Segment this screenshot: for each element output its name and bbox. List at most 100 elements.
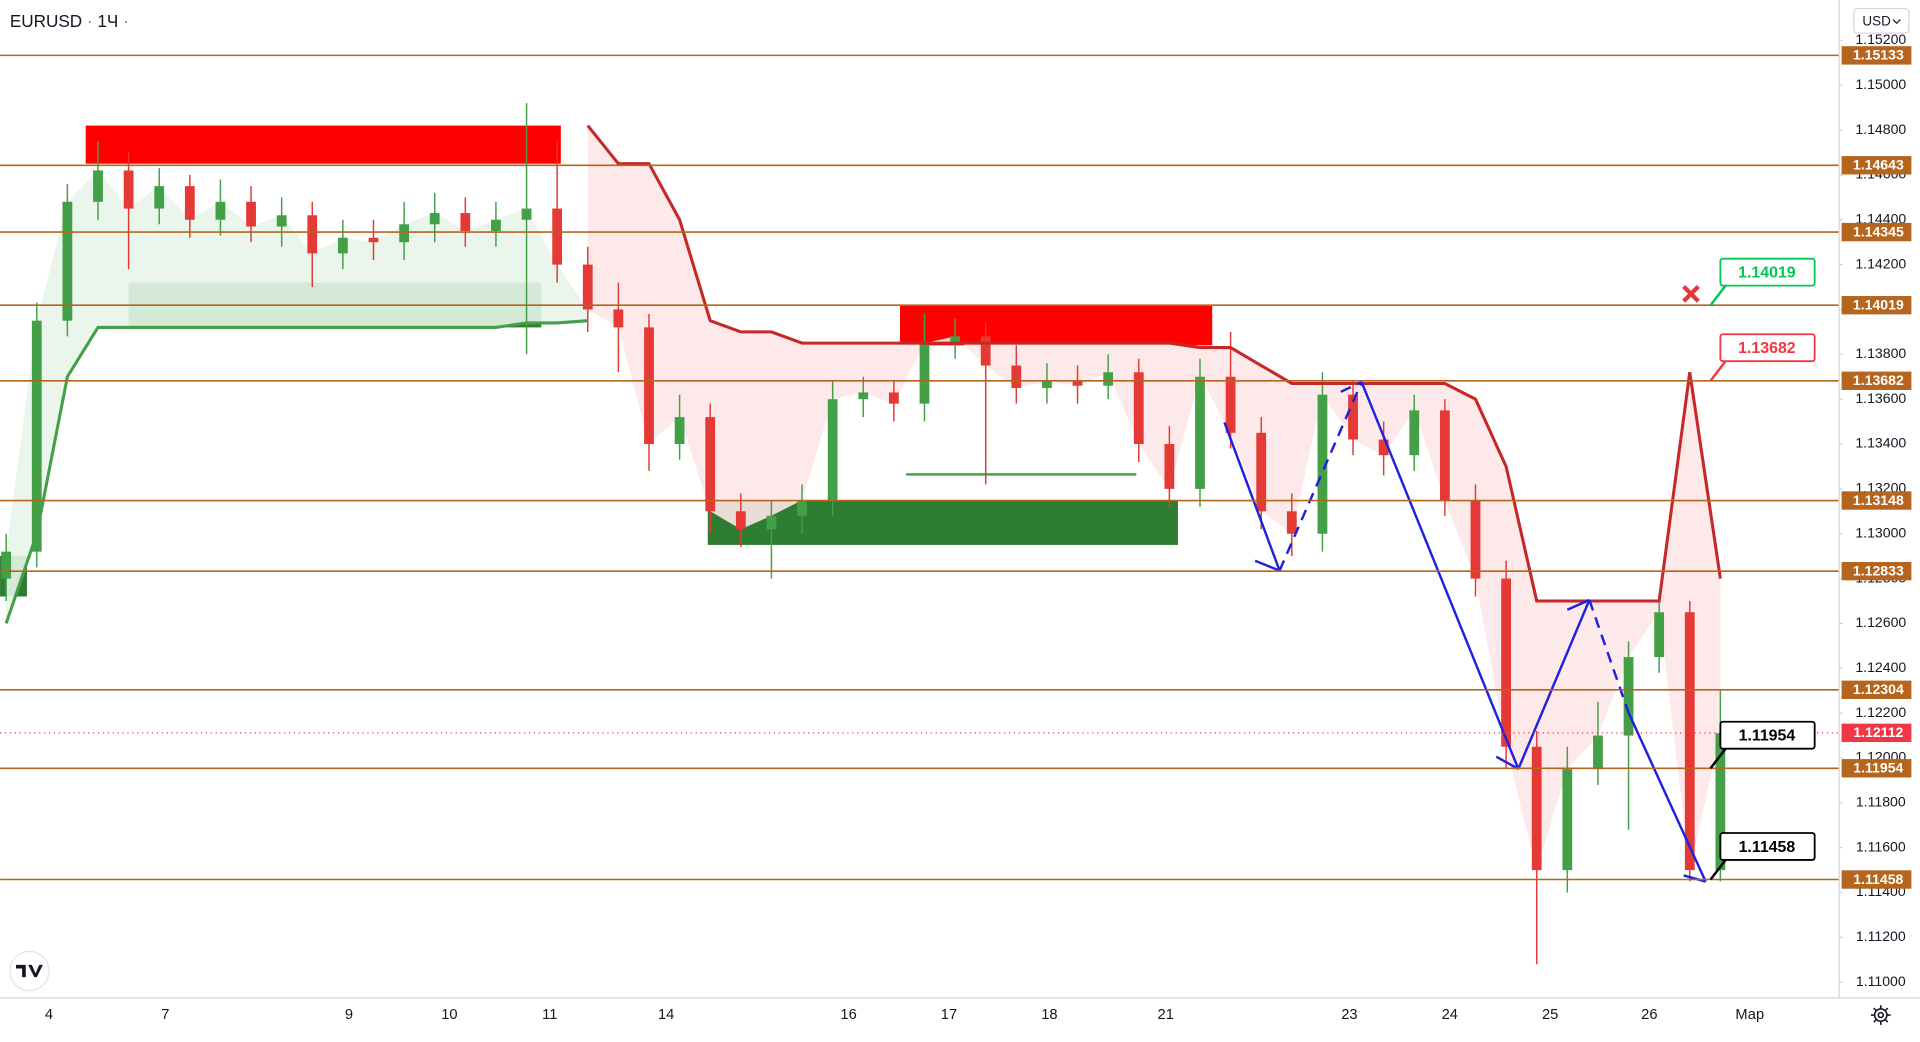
candle-body <box>276 215 287 227</box>
zone <box>85 125 561 164</box>
x-tick-label: 16 <box>840 1007 856 1023</box>
candle-body <box>1562 769 1573 871</box>
candle-body <box>613 309 624 328</box>
wave-lines <box>1223 380 1707 883</box>
settings-gear-hub[interactable] <box>1877 1011 1885 1019</box>
y-tick-label: 1.14800 <box>1855 121 1906 137</box>
y-tick-label: 1.12200 <box>1855 704 1906 720</box>
symbol-header: EURUSD · 1Ч · <box>10 11 129 31</box>
y-tick-label: 1.13400 <box>1855 435 1906 451</box>
x-tick-label: 17 <box>941 1007 957 1023</box>
callout-box <box>1719 832 1816 861</box>
currency[interactable]: USD <box>1862 14 1891 29</box>
y-tick-label: 1.13600 <box>1855 390 1906 406</box>
level-badge <box>1841 759 1912 778</box>
trend-fill <box>6 170 588 624</box>
candle-body <box>858 392 869 400</box>
wave-line <box>1588 599 1630 714</box>
level-badge <box>1841 680 1912 699</box>
y-tick-label: 1.12400 <box>1855 659 1906 675</box>
candle-body <box>521 208 532 220</box>
candle-body <box>1256 432 1267 512</box>
wave-line <box>1278 381 1363 572</box>
callout-box <box>1719 720 1816 750</box>
candle-body <box>1501 578 1511 747</box>
callout-box <box>1719 333 1816 363</box>
y-tick-label: 1.12600 <box>1855 614 1906 630</box>
trend-fill <box>587 125 1721 871</box>
x-tick-label: 26 <box>1641 1007 1657 1023</box>
candle-body <box>1439 410 1450 501</box>
candle-body <box>307 215 318 254</box>
level-label: 1.11954 <box>1853 760 1903 776</box>
level-label: 1.14643 <box>1853 157 1904 173</box>
y-tick-label: 1.15000 <box>1855 76 1906 92</box>
y-tick-label: 1.11600 <box>1856 838 1906 854</box>
candle-body <box>1684 612 1695 871</box>
candle-body <box>797 500 807 516</box>
last-price-label: 1.12112 <box>1853 724 1903 740</box>
candle-body <box>123 170 134 209</box>
tv-logo-mark[interactable] <box>15 964 43 978</box>
tv-logo[interactable] <box>9 950 50 992</box>
level-label: 1.15133 <box>1853 47 1904 63</box>
wave-line <box>1517 599 1591 770</box>
level-label: 1.11458 <box>1853 871 1903 887</box>
x-tick-label: 9 <box>345 1007 353 1023</box>
candle-body <box>62 201 73 321</box>
y-tick-label: 1.13800 <box>1855 345 1906 361</box>
candle-body <box>1225 376 1236 433</box>
level-badge <box>1841 222 1912 242</box>
wave-line <box>1254 559 1281 572</box>
candle-body <box>337 237 348 254</box>
wave-line <box>1627 712 1707 883</box>
x-tick-label: 23 <box>1341 1007 1357 1023</box>
candle-body <box>1164 444 1175 489</box>
callout-label: 1.11458 <box>1739 839 1796 856</box>
time-axis <box>0 997 1920 1042</box>
y-tick-label: 1.15200 <box>1855 31 1906 47</box>
currency-button[interactable] <box>1853 7 1910 34</box>
settings-button[interactable] <box>1870 1005 1891 1025</box>
candle-body <box>215 201 226 220</box>
callout-label: 1.13682 <box>1738 340 1796 357</box>
x-tick-label: 18 <box>1041 1007 1057 1023</box>
y-tick-label: 1.13000 <box>1855 524 1906 540</box>
candle-body <box>1072 381 1083 386</box>
candle-body <box>491 219 501 231</box>
level-badge <box>1841 156 1912 175</box>
candle-body <box>399 224 410 243</box>
y-tick-label: 1.14400 <box>1855 210 1906 226</box>
candle-body <box>1133 372 1144 445</box>
supertrend-line <box>4 319 588 624</box>
candle-body <box>735 511 746 530</box>
candle-body <box>1593 735 1603 770</box>
candle-body <box>154 186 165 209</box>
x-tick-label: 7 <box>161 1007 169 1023</box>
overlay: 1.14019 1.13682 1.11954 1.11458 <box>0 54 1840 881</box>
callout-pointer <box>1709 283 1728 306</box>
settings-gear-teeth[interactable] <box>1870 1005 1891 1025</box>
candle-body <box>1286 511 1297 534</box>
x-tick-label: 14 <box>658 1007 674 1023</box>
callout-pointer <box>1709 359 1728 382</box>
wave-line <box>1683 874 1707 883</box>
candle-body <box>429 213 440 225</box>
level-badge <box>1841 371 1912 390</box>
candle-body <box>1470 500 1481 579</box>
level-label: 1.14019 <box>1853 297 1904 313</box>
candle-body <box>184 186 195 220</box>
candle-body <box>1 551 12 579</box>
axes: 1.152001.150001.148001.146001.144001.142… <box>45 31 1912 1023</box>
level-badge <box>1841 491 1912 510</box>
plot-area <box>0 103 1726 965</box>
y-tick-label: 1.11000 <box>1856 973 1906 989</box>
callout-pointer <box>1709 746 1728 770</box>
tv-logo-circle[interactable] <box>9 950 50 992</box>
supertrend-line <box>586 124 1722 603</box>
candle-body <box>1623 657 1634 736</box>
candle-body <box>888 392 899 404</box>
candle-body <box>705 417 716 512</box>
cross-mark <box>1682 285 1700 303</box>
currency-chevron[interactable] <box>1892 19 1901 25</box>
